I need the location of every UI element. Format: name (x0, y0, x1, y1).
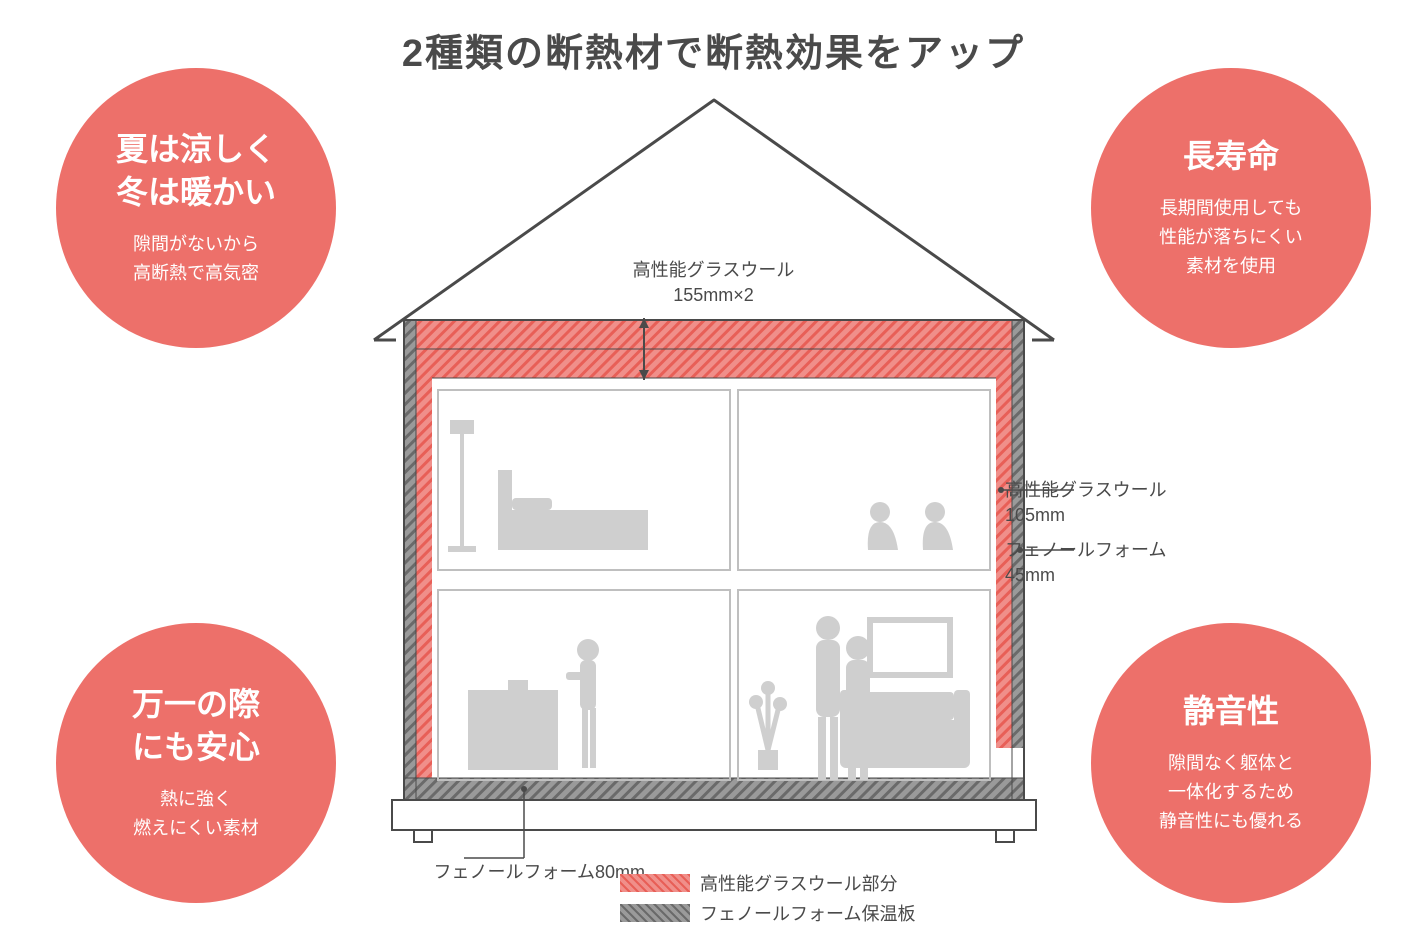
callout-line: 105mm (1005, 503, 1167, 528)
badge-quiet: 静音性 隙間なく躯体と 一体化するため 静音性にも優れる (1091, 623, 1371, 903)
badge-desc-line: 素材を使用 (1159, 252, 1303, 281)
swatch-phenol (620, 904, 690, 922)
badge-title-line: 万一の際 (132, 683, 260, 726)
badge-desc-line: 熱に強く (133, 785, 259, 814)
legend-row-glasswool: 高性能グラスウール部分 (620, 870, 915, 896)
legend-label: フェノールフォーム保温板 (700, 900, 915, 926)
callout-floor: フェノールフォーム80mm (434, 860, 645, 885)
badge-desc-line: 一体化するため (1159, 778, 1303, 807)
house-diagram: 高性能グラスウール 155mm×2 フェノールフォーム80mm (354, 80, 1074, 900)
badge-desc-line: 隙間なく躯体と (1159, 749, 1303, 778)
badge-title-line: にも安心 (132, 726, 260, 769)
callout-line: 155mm×2 (633, 283, 795, 308)
badge-title-line: 静音性 (1183, 690, 1279, 733)
badge-desc-line: 性能が落ちにくい (1159, 223, 1303, 252)
callout-wall-glasswool: 高性能グラスウール 105mm (1005, 478, 1167, 528)
badge-summer-winter: 夏は涼しく 冬は暖かい 隙間がないから 高断熱で高気密 (56, 68, 336, 348)
callout-line: フェノールフォーム80mm (434, 860, 645, 885)
legend: 高性能グラスウール部分 フェノールフォーム保温板 (620, 870, 915, 930)
badge-fire-safe: 万一の際 にも安心 熱に強く 燃えにくい素材 (56, 623, 336, 903)
badge-title-line: 長寿命 (1183, 135, 1279, 178)
badge-desc-line: 燃えにくい素材 (133, 814, 259, 843)
callout-wall-phenol: フェノールフォーム 45mm (1005, 538, 1166, 588)
badge-desc-line: 隙間がないから (133, 230, 259, 259)
badge-title-line: 夏は涼しく (116, 128, 276, 171)
badge-desc-line: 長期間使用しても (1159, 194, 1303, 223)
badge-long-life: 長寿命 長期間使用しても 性能が落ちにくい 素材を使用 (1091, 68, 1371, 348)
callout-line: 高性能グラスウール (1005, 478, 1167, 503)
badge-desc-line: 高断熱で高気密 (133, 259, 259, 288)
swatch-glasswool (620, 874, 690, 892)
badge-title-line: 冬は暖かい (116, 171, 276, 214)
callout-line: 45mm (1005, 563, 1166, 588)
legend-label: 高性能グラスウール部分 (700, 870, 898, 896)
house-svg (354, 80, 1074, 900)
callout-ceiling: 高性能グラスウール 155mm×2 (633, 258, 795, 308)
badge-desc-line: 静音性にも優れる (1159, 807, 1303, 836)
callout-line: 高性能グラスウール (633, 258, 795, 283)
callout-line: フェノールフォーム (1005, 538, 1166, 563)
legend-row-phenol: フェノールフォーム保温板 (620, 900, 915, 926)
